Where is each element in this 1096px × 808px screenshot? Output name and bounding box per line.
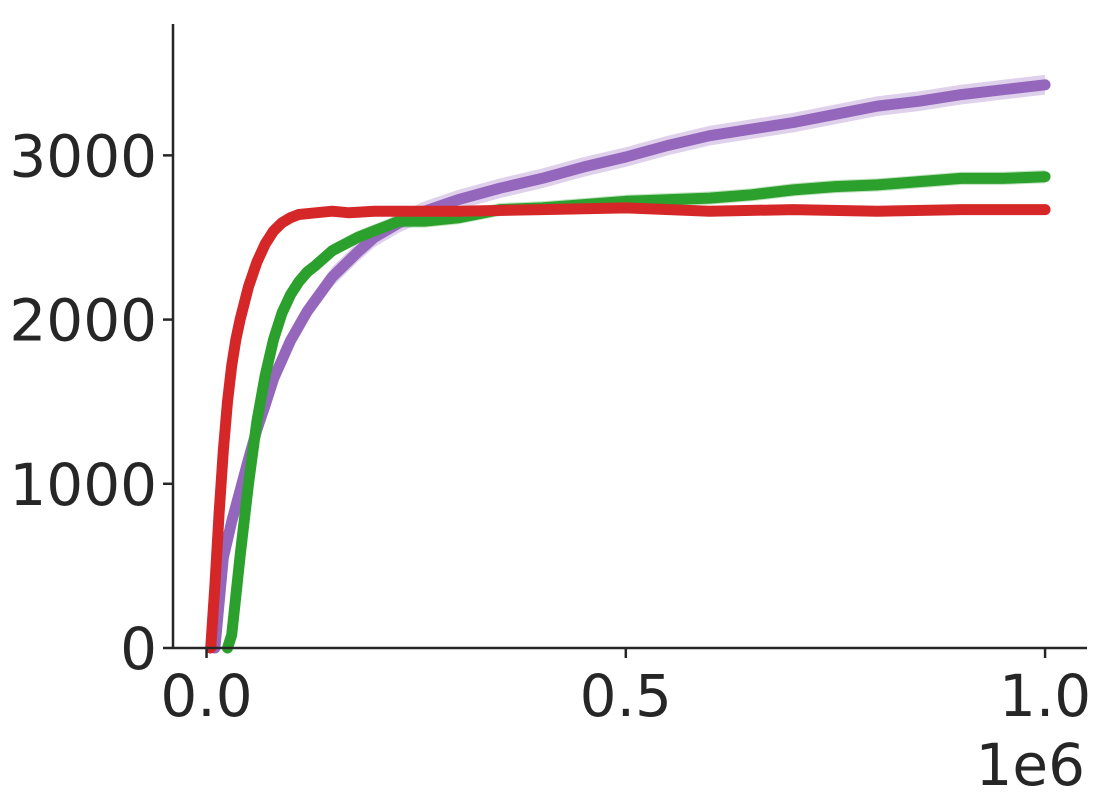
y-tick-label: 2000	[9, 287, 157, 355]
x-axis-ticks: 0.0 0.5 1.0	[160, 648, 1091, 730]
series-line-2	[205, 202, 1051, 654]
x-axis-offset-label: 1e6	[976, 731, 1086, 799]
series-line-0	[209, 79, 1051, 654]
y-tick-label: 1000	[9, 451, 157, 519]
series-line-1	[222, 171, 1051, 654]
y-axis-ticks: 0 1000 2000 3000	[9, 122, 173, 683]
x-tick-label: 1.0	[999, 662, 1091, 730]
x-tick-label: 0.0	[160, 662, 252, 730]
x-tick-label: 0.5	[580, 662, 672, 730]
y-tick-label: 0	[120, 615, 157, 683]
y-tick-label: 3000	[9, 122, 157, 190]
series-lines	[205, 79, 1051, 654]
